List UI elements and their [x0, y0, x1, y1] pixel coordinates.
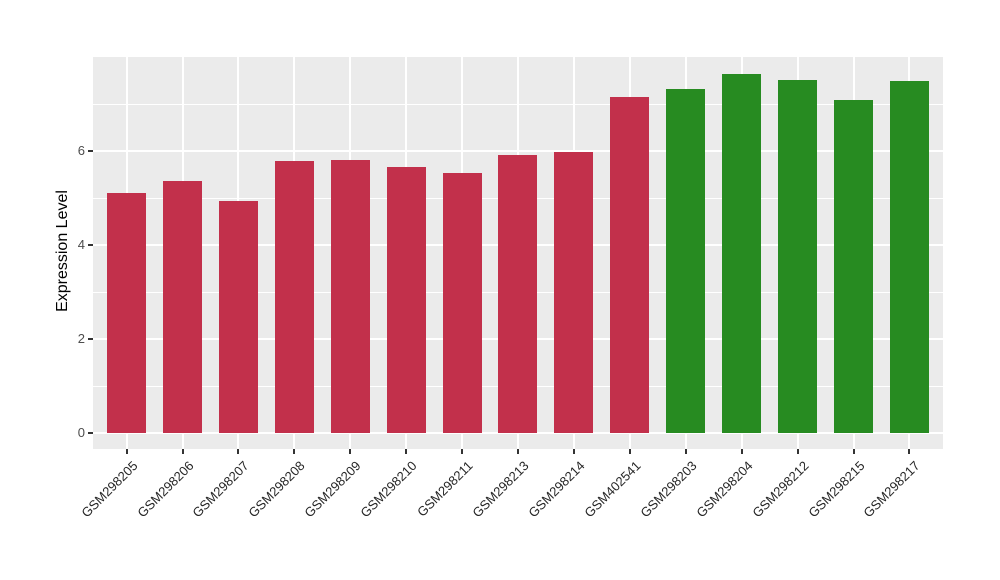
x-tick-mark — [572, 449, 575, 454]
bar — [554, 152, 594, 433]
bar — [498, 154, 538, 433]
y-tick-label: 4 — [77, 237, 85, 252]
x-tick-mark — [796, 449, 799, 454]
bar — [778, 79, 818, 433]
x-tick-label: GSM298207 — [189, 458, 253, 521]
x-tick-label: GSM298213 — [469, 458, 532, 521]
bar — [107, 192, 147, 433]
bar — [666, 89, 706, 433]
x-tick-mark — [908, 449, 911, 454]
y-tick-mark — [88, 432, 93, 434]
bar — [386, 167, 426, 433]
x-tick-label: GSM298210 — [357, 458, 420, 521]
x-tick-mark — [461, 449, 464, 454]
y-tick-label: 2 — [77, 331, 85, 346]
x-tick-label: GSM298206 — [133, 458, 197, 521]
plot-panel — [93, 57, 943, 449]
bar — [834, 99, 874, 433]
x-tick-mark — [293, 449, 296, 454]
x-tick-label: GSM298203 — [637, 458, 700, 521]
x-tick-mark — [684, 449, 687, 454]
x-tick-label: GSM298209 — [301, 458, 364, 521]
x-tick-label: GSM298212 — [748, 458, 812, 521]
bar — [442, 173, 482, 433]
y-tick-label: 6 — [77, 143, 85, 158]
bar — [162, 180, 202, 433]
x-tick-mark — [125, 449, 128, 454]
bar — [722, 73, 762, 433]
x-tick-label: GSM298208 — [245, 458, 308, 521]
x-tick-label: GSM298204 — [693, 458, 756, 521]
x-tick-mark — [740, 449, 743, 454]
x-tick-label: GSM298215 — [804, 458, 868, 521]
y-tick-label: 0 — [77, 425, 85, 440]
bar — [330, 160, 370, 433]
x-tick-mark — [237, 449, 240, 454]
gridline-horizontal-major — [93, 432, 943, 434]
x-tick-label: GSM298214 — [525, 458, 588, 521]
gridline-horizontal-major — [93, 150, 943, 152]
bar — [610, 96, 650, 433]
bar — [274, 161, 314, 433]
bar — [218, 201, 258, 433]
y-tick-mark — [88, 150, 93, 152]
x-tick-label: GSM298211 — [414, 458, 476, 520]
x-tick-label: GSM402541 — [581, 458, 644, 521]
x-tick-label: GSM298217 — [860, 458, 924, 521]
gridline-horizontal-minor — [93, 104, 943, 105]
x-tick-mark — [349, 449, 352, 454]
y-tick-mark — [88, 338, 93, 340]
x-tick-mark — [405, 449, 408, 454]
x-tick-label: GSM298205 — [77, 458, 141, 521]
y-tick-mark — [88, 244, 93, 246]
x-tick-mark — [517, 449, 519, 454]
x-tick-mark — [852, 449, 855, 454]
x-tick-mark — [628, 449, 631, 454]
x-tick-mark — [181, 449, 184, 454]
bar — [889, 81, 929, 433]
